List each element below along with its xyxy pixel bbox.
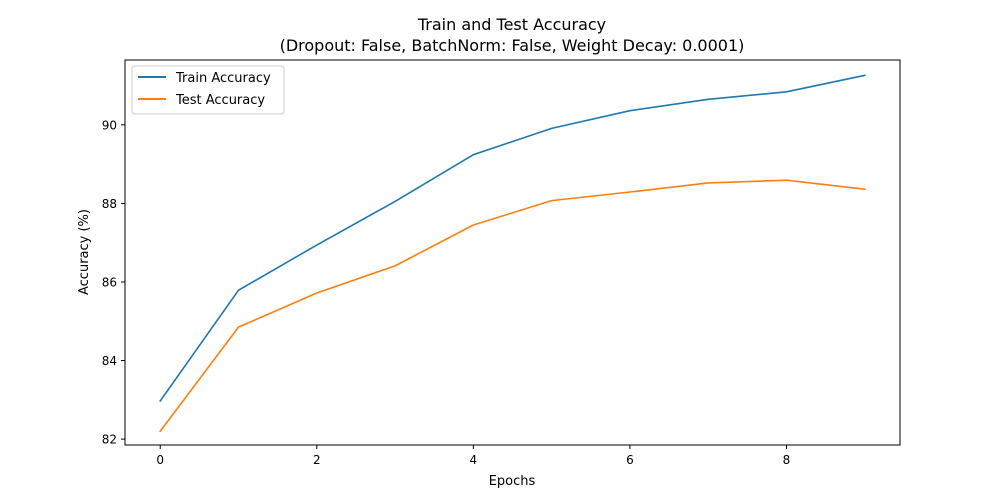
y-tick-label: 82	[102, 433, 117, 447]
x-tick-label: 2	[313, 453, 321, 467]
y-axis-label: Accuracy (%)	[77, 209, 92, 295]
y-tick-label: 90	[102, 118, 117, 132]
legend-label-test: Test Accuracy	[175, 93, 265, 108]
series-lines	[159, 74, 866, 433]
x-tick-label: 4	[470, 453, 478, 467]
chart-title: Train and Test Accuracy	[417, 15, 606, 34]
x-tick-label: 0	[156, 453, 164, 467]
x-tick-label: 8	[783, 453, 791, 467]
y-tick-label: 86	[102, 275, 117, 289]
y-tick-label: 88	[102, 197, 117, 211]
legend-box	[131, 65, 285, 115]
plot-frame	[124, 59, 901, 446]
legend: Train Accuracy Test Accuracy	[131, 65, 285, 115]
chart-subtitle: (Dropout: False, BatchNorm: False, Weigh…	[280, 36, 745, 55]
y-tick-label: 84	[102, 354, 117, 368]
x-tick-label: 6	[626, 453, 634, 467]
x-axis-label: Epochs	[489, 474, 536, 489]
axis-ticks: 0 2 4 6 8 82 84 86 88 90	[102, 118, 791, 467]
legend-label-train: Train Accuracy	[175, 71, 271, 86]
series-line-train	[159, 74, 866, 403]
series-line-test	[159, 179, 866, 433]
